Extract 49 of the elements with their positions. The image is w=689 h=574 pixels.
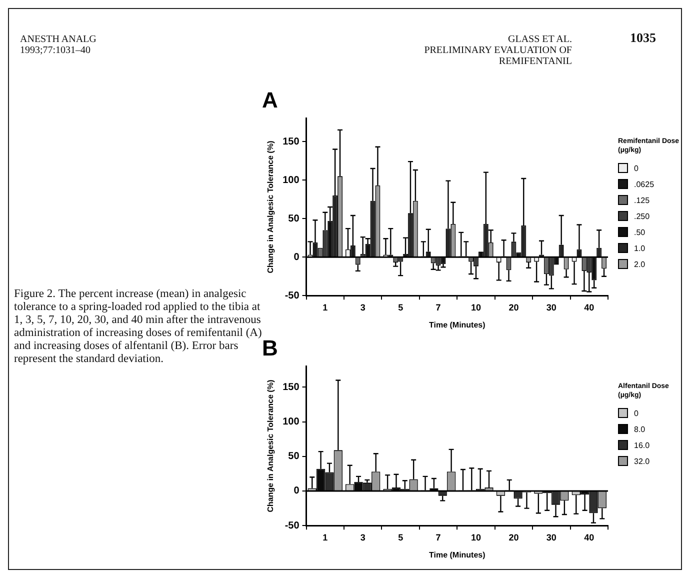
x-tick-label: 10	[470, 532, 482, 542]
y-tick-label: 50	[288, 213, 300, 224]
y-tick-label: 0	[294, 252, 300, 263]
legend-label: .0625	[634, 180, 654, 188]
legend-label: 0	[634, 408, 638, 418]
x-tick-label: 1	[322, 532, 328, 542]
y-tick-label: 150	[282, 136, 300, 148]
x-tick-label: 3	[360, 532, 366, 542]
text: 1035	[630, 30, 656, 45]
y-tick-label: 100	[282, 416, 300, 428]
chart-title: A	[262, 87, 278, 112]
legend-label: 2.0	[634, 260, 646, 268]
x-tick-label: 3	[360, 302, 366, 312]
text: GLASS ET AL.	[507, 34, 572, 45]
x-tick-label: 1	[322, 302, 328, 312]
text: 1993;77:1031–40	[20, 45, 91, 56]
x-tick-label: 40	[584, 302, 594, 312]
legend-label: 8.0	[634, 424, 646, 434]
y-tick-label: 100	[282, 174, 300, 186]
x-tick-label: 40	[584, 532, 594, 542]
x-tick-label: 30	[546, 302, 556, 312]
y-tick-label: -50	[284, 290, 300, 302]
x-tick-label: 20	[508, 302, 519, 312]
text: ANESTH ANALG	[20, 34, 96, 45]
legend-label: 0	[634, 164, 638, 172]
y-tick-label: -50	[284, 520, 300, 532]
x-axis-title: Time (Minutes)	[428, 320, 486, 330]
x-tick-label: 5	[398, 302, 404, 312]
y-tick-label: 150	[282, 382, 300, 393]
legend-label: .50	[634, 228, 646, 236]
caption: Figure 2. The percent increase (mean) in analgesic tolerance to a spring-loaded rod applied to the tibia at 1, 3, 5, 7, 10, 20, 30, and 40 min after the intravenous administration of increasing doses of remifentanil (A) and increasing doses of alfentanil (B). Error bars represent the standard deviation.	[14, 288, 262, 365]
y-axis-title: Change in Analgesic Tolerance (%)	[266, 379, 276, 512]
x-tick-label: 5	[398, 532, 404, 542]
legend-label: 16.0	[634, 440, 650, 450]
x-tick-label: 7	[436, 532, 441, 542]
chart-title: B	[262, 335, 278, 360]
x-tick-label: 7	[436, 302, 441, 312]
x-tick-label: 10	[470, 302, 482, 312]
legend-label: 1.0	[634, 244, 646, 252]
y-axis-title: Change in Analgesic Tolerance (%)	[266, 140, 276, 274]
legend-label: .125	[634, 196, 650, 204]
x-tick-label: 30	[546, 532, 556, 542]
y-tick-label: 0	[294, 486, 300, 497]
text: PRELIMINARY EVALUATION OF REMIFENTANIL	[423, 45, 572, 67]
legend-label: .250	[634, 212, 650, 220]
x-axis-title: Time (Minutes)	[428, 550, 486, 560]
x-tick-label: 20	[508, 532, 519, 542]
legend-label: 32.0	[634, 456, 650, 466]
y-tick-label: 50	[288, 451, 300, 462]
